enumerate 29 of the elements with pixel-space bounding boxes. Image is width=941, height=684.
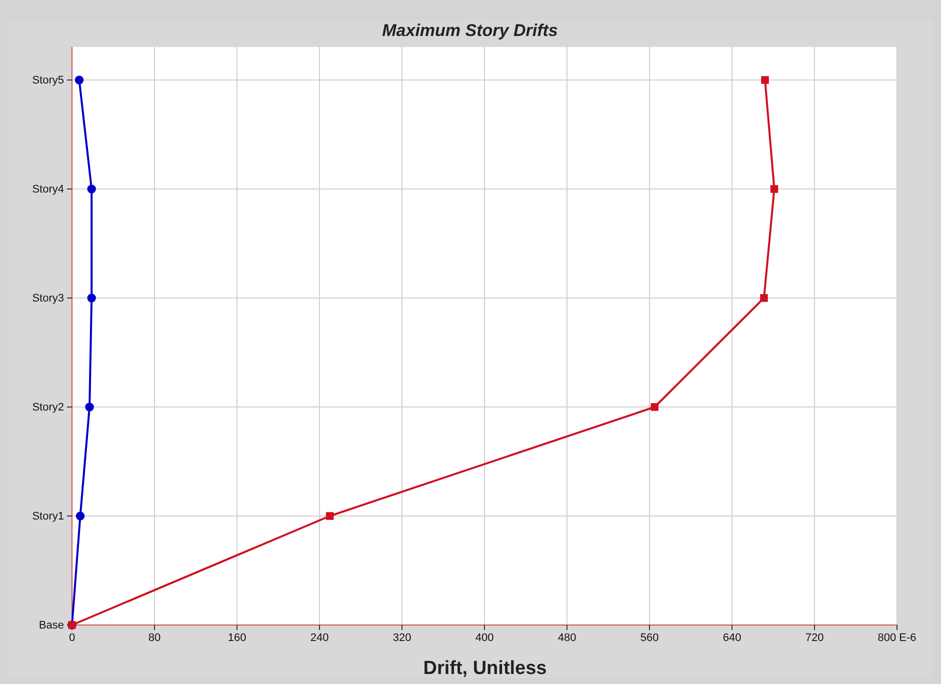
x-tick-label: 480 (558, 632, 576, 644)
x-tick-label: 240 (310, 632, 329, 644)
x-tick-label: 720 (805, 632, 824, 644)
y-tick-label: Base (38, 620, 64, 632)
x-tick-label: 80 (148, 632, 161, 644)
x-tick-label: 400 (475, 632, 494, 644)
y-tick-label: Story3 (32, 292, 64, 305)
point (76, 512, 85, 520)
x-tick-label: 320 (392, 632, 412, 644)
point (650, 403, 659, 411)
point (87, 184, 96, 194)
x-tick-label: 640 (722, 632, 742, 644)
point (87, 294, 96, 302)
x-axis-title: Drift, Unitless (423, 658, 547, 679)
y-tick-label: Story2 (32, 402, 64, 414)
point (326, 512, 334, 520)
y-tick-label: Story4 (32, 184, 64, 196)
x-tick-label: 560 (640, 632, 659, 644)
point (85, 402, 94, 412)
x-tick-label: 0 (68, 632, 76, 644)
y-tick-label: Story5 (32, 74, 64, 87)
point (761, 76, 769, 84)
chart-title: Maximum Story Drifts (382, 21, 558, 40)
point (770, 185, 778, 193)
point (74, 76, 84, 84)
x-tick-label: 800 E-6 (878, 632, 916, 644)
x-tick-label: 160 (228, 632, 246, 644)
y-tick-label: Story1 (32, 510, 64, 523)
point (760, 294, 768, 302)
